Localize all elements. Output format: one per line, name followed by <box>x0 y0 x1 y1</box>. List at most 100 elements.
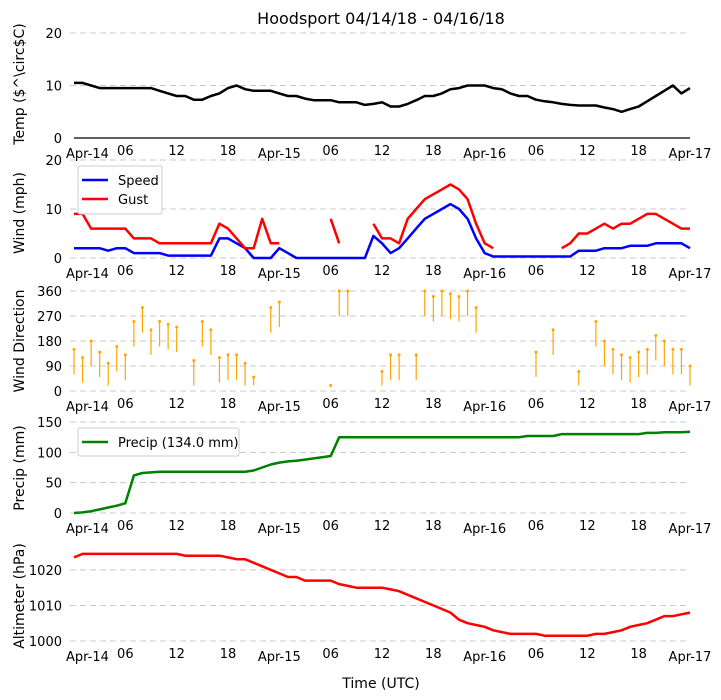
x-tick-label: 18 <box>425 264 442 279</box>
legend: Precip (134.0 mm) <box>77 427 240 457</box>
x-tick-label: 18 <box>220 647 237 662</box>
y-tick-label: 10 <box>45 80 62 95</box>
y-tick-label: 10 <box>45 203 62 218</box>
direction-point <box>431 295 435 299</box>
direction-point <box>140 306 144 310</box>
x-tick-label: 12 <box>579 647 596 662</box>
x-tick-label: Apr-14 <box>66 400 109 415</box>
y-tick-label: 1020 <box>29 564 62 579</box>
direction-point <box>637 350 641 354</box>
direction-point <box>423 289 427 293</box>
direction-point <box>534 350 538 354</box>
x-tick-label: 12 <box>168 397 185 412</box>
direction-point <box>235 353 239 357</box>
x-tick-label: Apr-14 <box>66 650 109 665</box>
x-tick-label: 06 <box>528 647 545 662</box>
y-tick-label: 0 <box>54 507 62 522</box>
direction-point <box>671 347 675 351</box>
x-tick-label: 18 <box>630 647 647 662</box>
x-tick-label: 06 <box>322 647 339 662</box>
direction-point <box>89 339 93 343</box>
direction-point <box>662 339 666 343</box>
direction-point <box>217 356 221 360</box>
direction-point <box>209 328 213 332</box>
x-axis-label: Time (UTC) <box>341 676 419 692</box>
direction-point <box>380 370 384 374</box>
direction-point <box>115 345 119 349</box>
direction-point <box>123 353 127 357</box>
series-line-gust <box>74 183 690 250</box>
direction-point <box>252 375 256 379</box>
x-tick-label: Apr-15 <box>258 650 301 665</box>
x-tick-label: 12 <box>168 264 185 279</box>
x-tick-label: 12 <box>168 647 185 662</box>
x-tick-label: 12 <box>374 647 391 662</box>
y-axis-label: Precip (mm) <box>12 425 28 510</box>
x-tick-label: 18 <box>425 397 442 412</box>
y-tick-label: 0 <box>54 132 62 147</box>
direction-point <box>628 356 632 360</box>
y-tick-label: 20 <box>45 154 62 169</box>
x-tick-label: 18 <box>630 397 647 412</box>
y-axis-label: Altimeter (hPa) <box>12 543 28 649</box>
y-tick-label: 1000 <box>29 635 62 650</box>
y-tick-label: 0 <box>54 385 62 400</box>
x-tick-label: 12 <box>168 519 185 534</box>
x-tick-label: 06 <box>117 647 134 662</box>
direction-point <box>166 322 170 326</box>
x-tick-label: 12 <box>579 519 596 534</box>
y-tick-label: 150 <box>37 416 62 431</box>
x-tick-label: 12 <box>374 144 391 159</box>
direction-point <box>577 370 581 374</box>
x-tick-label: Apr-16 <box>463 522 506 537</box>
direction-point <box>414 353 418 357</box>
x-tick-label: 18 <box>425 144 442 159</box>
direction-point <box>654 333 658 337</box>
x-tick-label: 06 <box>528 144 545 159</box>
direction-point <box>474 306 478 310</box>
direction-point <box>175 325 179 329</box>
legend-label: Gust <box>118 193 148 208</box>
x-tick-label: 06 <box>322 264 339 279</box>
panel-wind: 0 10 20 Wind (mph) Apr-14 06 12 18 Apr-15 06 12 18 A… <box>12 154 711 282</box>
x-tick-label: 12 <box>374 519 391 534</box>
x-tick-label: 06 <box>528 519 545 534</box>
y-tick-label: 90 <box>45 360 62 375</box>
direction-point <box>200 320 204 324</box>
series-line-altimeter <box>73 552 691 637</box>
x-tick-label: 18 <box>630 519 647 534</box>
x-tick-label: Apr-17 <box>669 147 712 162</box>
x-tick-label: Apr-16 <box>463 147 506 162</box>
panel-temp: 0 10 20 Temp ($^\circ$C) Apr-14 06 12 18 Apr-15 0… <box>12 23 711 162</box>
panel-direction: 0 90 180 270 360 Wind Direction Apr-14 06 12 18 Ap… <box>12 285 711 415</box>
x-tick-label: Apr-15 <box>258 400 301 415</box>
y-tick-label: 180 <box>37 335 62 350</box>
direction-point <box>457 295 461 299</box>
direction-point <box>594 320 598 324</box>
x-tick-label: 12 <box>579 397 596 412</box>
y-axis-label: Temp ($^\circ$C) <box>12 23 28 145</box>
x-tick-label: Apr-17 <box>669 267 712 282</box>
x-tick-label: 18 <box>630 264 647 279</box>
x-tick-label: 06 <box>528 264 545 279</box>
x-tick-label: 18 <box>220 264 237 279</box>
legend: Speed Gust <box>77 165 163 215</box>
x-tick-label: Apr-14 <box>66 522 109 537</box>
direction-point <box>226 353 230 357</box>
legend-box <box>77 165 163 215</box>
legend-box <box>77 427 240 457</box>
x-tick-label: 18 <box>425 519 442 534</box>
direction-point <box>72 347 76 351</box>
x-tick-label: 06 <box>117 144 134 159</box>
y-tick-label: 50 <box>45 477 62 492</box>
x-tick-label: Apr-17 <box>669 650 712 665</box>
x-tick-label: 06 <box>322 519 339 534</box>
x-tick-label: Apr-15 <box>258 522 301 537</box>
direction-point <box>611 347 615 351</box>
x-tick-label: 12 <box>374 397 391 412</box>
x-tick-label: 12 <box>579 144 596 159</box>
y-tick-label: 100 <box>37 446 62 461</box>
x-tick-label: Apr-16 <box>463 267 506 282</box>
x-tick-label: Apr-15 <box>258 147 301 162</box>
